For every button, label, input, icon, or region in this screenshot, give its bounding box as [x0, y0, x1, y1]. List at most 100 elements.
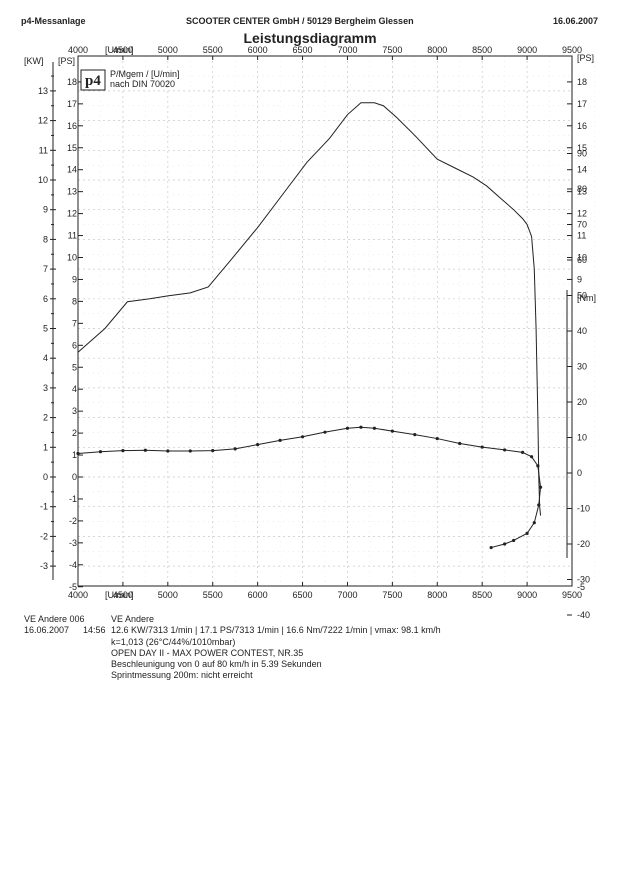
nm-tick: 50 — [577, 291, 587, 301]
ps-tick-right: 13 — [577, 187, 587, 197]
ps-tick-left: 13 — [67, 187, 77, 197]
p4-logo: p4 — [85, 73, 101, 89]
x-tick-bottom: 8500 — [472, 590, 492, 600]
ps-tick-left: -1 — [69, 494, 77, 504]
kw-tick: 13 — [38, 86, 48, 96]
ps-tick-left: 12 — [67, 209, 77, 219]
acceleration-result: Beschleunigung von 0 auf 80 km/h in 5.39… — [111, 659, 322, 669]
chart-title: Leistungsdiagramm — [243, 30, 377, 46]
torque-point — [300, 435, 305, 439]
header-center: SCOOTER CENTER GmbH / 50129 Bergheim Gle… — [186, 16, 414, 26]
x-axis-label-bottom: [U/min] — [105, 590, 134, 600]
torque-curve — [77, 426, 542, 549]
kw-tick: 6 — [43, 294, 48, 304]
x-tick-top: 7500 — [382, 45, 402, 55]
x-tick-top: 5500 — [203, 45, 223, 55]
torque-point — [372, 426, 376, 430]
ps-tick-left: 16 — [67, 121, 77, 131]
run-date: 16.06.2007 — [24, 625, 70, 635]
x-tick-top: 6500 — [293, 45, 313, 55]
x-tick-top: 4000 — [68, 45, 88, 55]
kw-tick: 7 — [43, 264, 48, 274]
torque-point — [278, 438, 282, 442]
ps-tick-left: 14 — [67, 165, 77, 175]
chart-series — [76, 102, 543, 550]
legend-line1: P/Mgem / [U/min] — [110, 69, 180, 79]
x-tick-top: 7000 — [337, 45, 357, 55]
ps-tick-left: 18 — [67, 77, 77, 87]
ps-tick-left: 17 — [67, 99, 77, 109]
nm-tick: -30 — [577, 575, 590, 585]
torque-point — [233, 447, 237, 451]
ps-tick-left: -3 — [69, 538, 77, 548]
torque-point — [76, 451, 80, 456]
ps-tick-right: 11 — [577, 231, 586, 241]
x-tick-bottom: 7500 — [382, 590, 402, 600]
event-name: OPEN DAY II - MAX POWER CONTEST, NR.35 — [111, 648, 304, 658]
torque-point — [537, 503, 541, 507]
chart-legend: p4 P/Mgem / [U/min] nach DIN 70020 — [80, 69, 180, 91]
ps-axis-label-right: [PS] — [577, 53, 594, 63]
ps-tick-left: -4 — [69, 560, 77, 570]
ps-tick-left: 9 — [72, 274, 77, 284]
ps-tick-right: 17 — [577, 99, 587, 109]
ps-tick-left: 0 — [72, 472, 77, 482]
nm-tick: -40 — [577, 610, 590, 620]
x-tick-top: 4500 — [113, 45, 133, 55]
legend-line2: nach DIN 70020 — [110, 79, 175, 89]
x-tick-bottom: 5000 — [158, 590, 178, 600]
torque-point — [256, 443, 260, 447]
ps-tick-right: 15 — [577, 143, 587, 153]
torque-point — [512, 538, 516, 543]
ps-tick-left: 3 — [72, 406, 77, 416]
kw-tick: 11 — [39, 145, 48, 155]
x-tick-bottom: 9500 — [562, 590, 582, 600]
ps-tick-left: 15 — [67, 143, 77, 153]
x-tick-top: 6000 — [248, 45, 268, 55]
torque-point — [529, 455, 534, 459]
torque-point — [458, 441, 462, 446]
x-tick-top: 8000 — [427, 45, 447, 55]
kw-tick: 5 — [43, 324, 48, 334]
x-tick-bottom: 7000 — [337, 590, 357, 600]
x-tick-bottom: 9000 — [517, 590, 537, 600]
ps-tick-left: 4 — [72, 384, 77, 394]
ps-tick-right: 10 — [577, 253, 587, 263]
correction-factor: k=1,013 (26°C/44%/1010mbar) — [111, 637, 236, 647]
ps-tick-right-bottom: -5 — [577, 582, 585, 592]
x-tick-bottom: 6500 — [293, 590, 313, 600]
nm-tick: 10 — [577, 433, 587, 443]
torque-point — [521, 450, 525, 455]
sprint-result: Sprintmessung 200m: nicht erreicht — [111, 670, 253, 680]
x-tick-top: 8500 — [472, 45, 492, 55]
x-tick-bottom: 4000 — [68, 590, 88, 600]
x-tick-top: 5000 — [158, 45, 178, 55]
ps-tick-left: -5 — [69, 582, 77, 592]
torque-point — [503, 448, 507, 452]
nm-tick: 40 — [577, 326, 587, 336]
torque-point — [188, 449, 192, 453]
x-tick-bottom: 4500 — [113, 590, 133, 600]
ps-tick-left: -2 — [69, 516, 77, 526]
nm-tick: 70 — [577, 220, 587, 230]
torque-point — [359, 425, 363, 429]
vehicle-id: VE Andere 006 — [24, 614, 85, 624]
ps-axis-label-left: [PS] — [58, 56, 75, 66]
plot-frame — [77, 55, 573, 587]
torque-point — [98, 450, 103, 454]
kw-tick: 1 — [43, 442, 48, 452]
torque-point — [536, 464, 540, 468]
nm-tick: 30 — [577, 362, 587, 372]
ps-tick-left: 8 — [72, 296, 77, 306]
run-time: 14:56 — [83, 625, 106, 635]
torque-point — [532, 521, 536, 525]
torque-point — [211, 449, 215, 453]
results-line: 12.6 KW/7313 1/min | 17.1 PS/7313 1/min … — [111, 625, 441, 635]
ps-tick-right: 14 — [577, 165, 587, 175]
torque-point — [413, 433, 417, 437]
nm-tick: 90 — [577, 149, 587, 159]
torque-point — [489, 545, 493, 550]
x-tick-bottom: 6000 — [248, 590, 268, 600]
x-tick-bottom: 5500 — [203, 590, 223, 600]
